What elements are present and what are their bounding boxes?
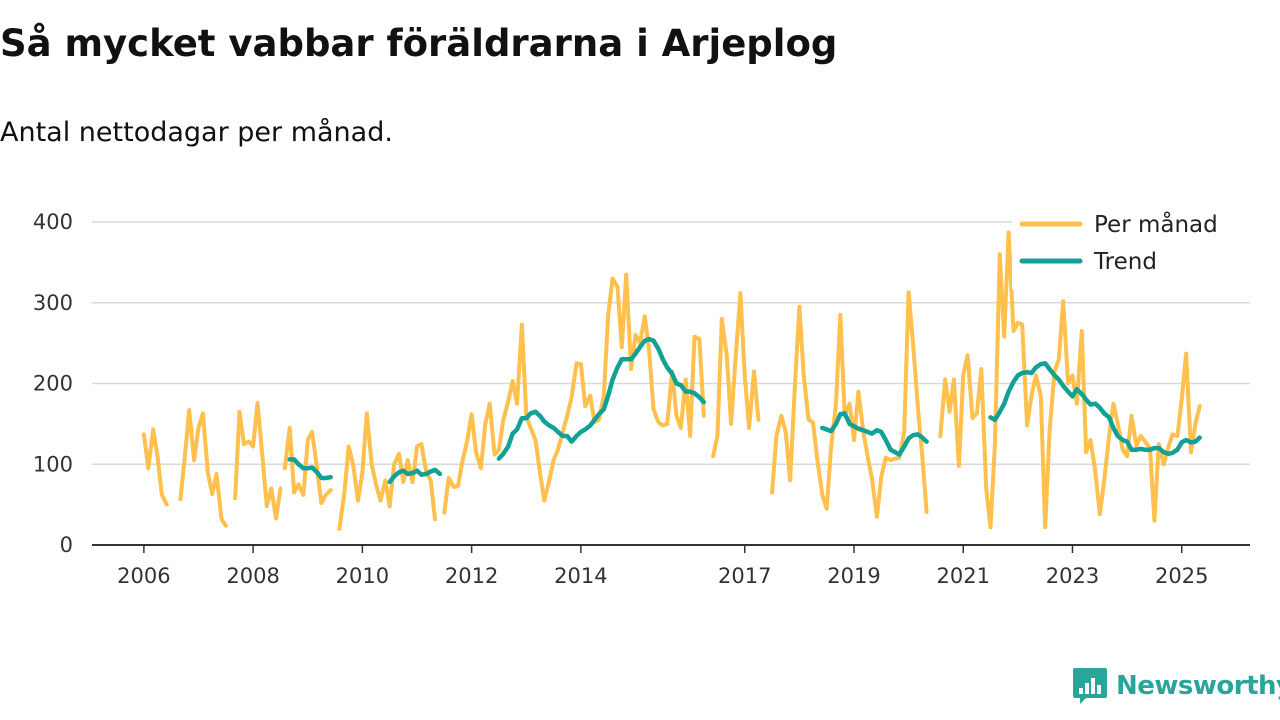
- legend-background: [1012, 206, 1250, 290]
- chart-title: Så mycket vabbar föräldrarna i Arjeplog: [0, 22, 838, 65]
- y-tick-label-400: 400: [33, 210, 73, 234]
- y-tick-label-0: 0: [60, 533, 73, 557]
- series-trend-segment-2: [496, 336, 707, 461]
- x-tick-label-2014: 2014: [554, 564, 607, 588]
- series-trend-segment-0: [287, 457, 333, 481]
- y-axis-ticks: 0 100 200 300 400: [33, 210, 73, 557]
- legend-label-trend: Trend: [1093, 249, 1157, 275]
- x-tick-label-2017: 2017: [718, 564, 771, 588]
- series-per-m-nad-segment-1: [178, 408, 228, 528]
- y-tick-label-200: 200: [33, 372, 73, 396]
- series-per-m-nad-segment-2: [233, 400, 283, 521]
- x-tick-label-2012: 2012: [445, 564, 498, 588]
- x-axis-ticks: 2006 2008 2010 2012 2014 2017 2019 2021 2023 2025: [117, 545, 1208, 588]
- x-tick-label-2010: 2010: [336, 564, 389, 588]
- y-tick-label-300: 300: [33, 291, 73, 315]
- x-tick-label-2006: 2006: [117, 564, 170, 588]
- legend: Per månad Trend: [1012, 206, 1250, 290]
- x-tick-label-2008: 2008: [226, 564, 279, 588]
- series-per-m-nad-segment-4: [337, 411, 392, 531]
- legend-label-per-manad: Per månad: [1094, 210, 1218, 238]
- x-tick-label-2025: 2025: [1155, 564, 1208, 588]
- newsworthy-logo-icon: [1073, 668, 1107, 704]
- series-per-m-nad-segment-6: [442, 272, 706, 515]
- x-tick-label-2023: 2023: [1046, 564, 1099, 588]
- series-per-m-nad-segment-3: [282, 425, 333, 505]
- chart-subtitle: Antal nettodagar per månad.: [0, 117, 393, 148]
- series-per-m-nad-segment-7: [711, 291, 761, 459]
- x-tick-label-2021: 2021: [937, 564, 990, 588]
- series-per-m-nad-segment-5: [387, 442, 437, 522]
- brand-name: Newsworthy: [1116, 671, 1280, 701]
- series-per-m-nad-segment-0: [141, 427, 169, 507]
- series-trend-segment-1: [387, 467, 443, 485]
- series-per-m-nad-segment-8: [770, 290, 929, 519]
- series-lines: [141, 230, 1202, 531]
- series-trend-segment-4: [988, 361, 1202, 457]
- y-tick-label-100: 100: [33, 452, 73, 476]
- newsworthy-brand: Newsworthy: [1072, 666, 1280, 706]
- x-tick-label-2019: 2019: [827, 564, 880, 588]
- series-trend-segment-3: [820, 411, 929, 457]
- series-per-m-nad-segment-9: [938, 230, 1202, 530]
